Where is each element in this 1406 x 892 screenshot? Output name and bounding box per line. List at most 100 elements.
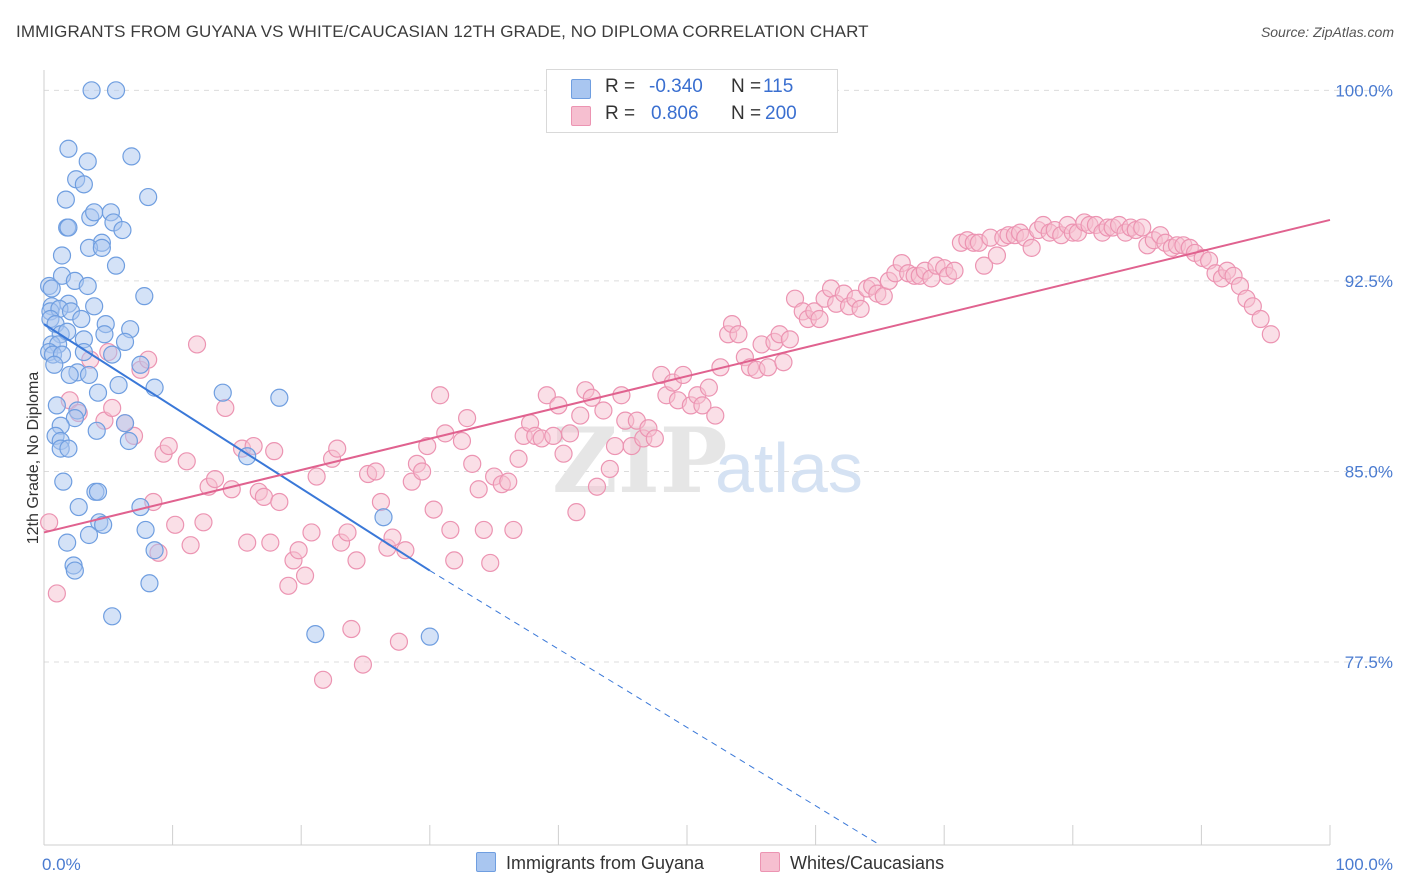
data-point-whites bbox=[302, 523, 321, 542]
data-point-guyana bbox=[79, 365, 99, 385]
grid-lines bbox=[44, 89, 1392, 663]
y-tick-label: 100.0% bbox=[1335, 81, 1393, 100]
data-point-whites bbox=[987, 246, 1007, 265]
data-point-guyana bbox=[103, 345, 122, 364]
data-point-guyana bbox=[106, 81, 126, 100]
legend-item-guyana[interactable]: Immigrants from Guyana bbox=[476, 852, 704, 874]
data-point-whites bbox=[645, 429, 664, 448]
data-point-whites bbox=[594, 401, 613, 420]
y-tick-label: 77.5% bbox=[1345, 653, 1393, 672]
source-label[interactable]: Source: ZipAtlas.com bbox=[1260, 24, 1394, 40]
data-point-whites bbox=[851, 299, 870, 318]
data-point-whites bbox=[366, 462, 385, 481]
data-point-whites bbox=[499, 472, 518, 491]
data-point-whites bbox=[424, 500, 443, 519]
pink-swatch-icon bbox=[760, 852, 780, 872]
data-point-whites bbox=[254, 487, 274, 506]
data-point-whites bbox=[567, 503, 586, 522]
blue-swatch-icon bbox=[476, 852, 496, 872]
legend-label-whites: Whites/Caucasians bbox=[790, 853, 945, 873]
data-point-guyana bbox=[82, 81, 101, 100]
data-point-guyana bbox=[115, 414, 135, 433]
data-point-whites bbox=[270, 492, 289, 512]
data-point-guyana bbox=[122, 147, 141, 166]
data-point-whites bbox=[295, 566, 315, 585]
data-point-whites bbox=[481, 553, 500, 573]
r-value: -0.340 bbox=[649, 76, 703, 97]
data-point-guyana bbox=[88, 482, 108, 501]
data-point-whites bbox=[328, 439, 347, 458]
data-point-whites bbox=[289, 541, 308, 560]
data-point-guyana bbox=[59, 439, 78, 458]
data-point-guyana bbox=[42, 279, 61, 298]
data-point-guyana bbox=[420, 627, 439, 646]
data-point-whites bbox=[353, 655, 373, 674]
data-point-guyana bbox=[88, 383, 108, 402]
data-point-guyana bbox=[113, 220, 132, 240]
data-point-whites bbox=[874, 287, 893, 306]
legend-label-guyana: Immigrants from Guyana bbox=[506, 853, 705, 873]
chart-title: IMMIGRANTS FROM GUYANA VS WHITE/CAUCASIA… bbox=[16, 22, 869, 41]
r-label: R = bbox=[605, 103, 636, 124]
data-point-whites bbox=[441, 520, 460, 540]
data-point-whites bbox=[509, 449, 528, 468]
data-point-whites bbox=[412, 462, 432, 481]
data-point-guyana bbox=[59, 218, 78, 237]
data-point-whites bbox=[571, 406, 590, 425]
data-point-whites bbox=[544, 426, 563, 446]
data-point-guyana bbox=[92, 238, 111, 257]
data-point-whites bbox=[469, 480, 488, 499]
r-value: 0.806 bbox=[651, 103, 699, 124]
data-point-whites bbox=[457, 409, 477, 428]
data-point-whites bbox=[166, 515, 185, 534]
data-point-guyana bbox=[139, 187, 158, 207]
data-point-whites bbox=[504, 520, 523, 540]
r-label: R = bbox=[605, 76, 636, 97]
data-point-whites bbox=[699, 378, 718, 397]
data-point-guyana bbox=[58, 533, 77, 552]
data-point-whites bbox=[780, 330, 799, 349]
data-point-guyana bbox=[47, 396, 66, 415]
data-point-whites bbox=[1022, 238, 1041, 257]
data-point-whites bbox=[279, 576, 298, 595]
trend-line-guyana-extension bbox=[429, 570, 881, 846]
data-point-guyana bbox=[109, 375, 128, 395]
data-point-guyana bbox=[69, 497, 88, 517]
data-point-whites bbox=[103, 398, 122, 418]
x-tick-label: 100.0% bbox=[1335, 855, 1393, 874]
data-point-whites bbox=[347, 551, 366, 570]
data-point-guyana bbox=[103, 607, 122, 626]
data-point-guyana bbox=[115, 332, 135, 351]
legend-item-whites[interactable]: Whites/Caucasians bbox=[760, 852, 944, 874]
data-point-guyana bbox=[136, 520, 155, 540]
y-tick-label: 85.0% bbox=[1345, 462, 1393, 481]
data-point-whites bbox=[205, 469, 225, 489]
data-point-guyana bbox=[270, 388, 289, 407]
data-point-guyana bbox=[65, 409, 84, 428]
data-point-guyana bbox=[131, 355, 150, 374]
data-point-whites bbox=[706, 406, 725, 425]
axes bbox=[43, 70, 1331, 846]
pink-swatch-icon bbox=[571, 106, 591, 126]
data-point-guyana bbox=[145, 541, 164, 560]
data-point-guyana bbox=[374, 508, 393, 527]
series-whites-points bbox=[40, 213, 1280, 689]
data-point-guyana bbox=[306, 624, 325, 644]
data-point-guyana bbox=[56, 190, 75, 209]
data-point-guyana bbox=[60, 365, 79, 385]
data-point-guyana bbox=[72, 309, 91, 329]
data-point-whites bbox=[463, 454, 482, 473]
data-point-guyana bbox=[52, 246, 72, 265]
data-point-whites bbox=[445, 551, 464, 570]
trend-line-whites bbox=[43, 218, 1331, 534]
data-point-whites bbox=[47, 584, 66, 603]
data-point-whites bbox=[1251, 309, 1270, 329]
data-point-whites bbox=[389, 632, 409, 651]
data-point-whites bbox=[810, 309, 829, 329]
data-point-whites bbox=[265, 442, 284, 461]
data-point-whites bbox=[729, 325, 748, 344]
data-point-whites bbox=[554, 444, 573, 463]
data-point-whites bbox=[605, 436, 625, 456]
data-point-whites bbox=[560, 424, 580, 443]
